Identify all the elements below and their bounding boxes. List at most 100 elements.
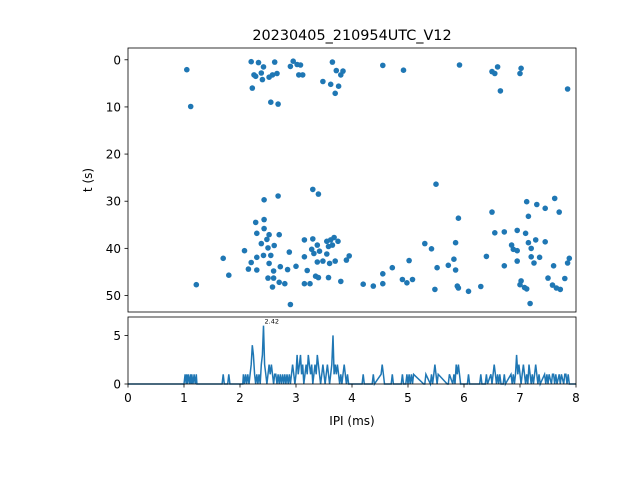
scatter-point	[271, 242, 278, 249]
scatter-point	[335, 83, 342, 89]
scatter-point	[320, 78, 326, 85]
scatter-point	[489, 209, 495, 215]
x-tick-label: 4	[348, 391, 356, 405]
scatter-point	[287, 63, 294, 70]
y-tick-label: 50	[106, 289, 121, 303]
scatter-point	[296, 72, 302, 78]
scatter-point	[404, 280, 410, 286]
scatter-point	[248, 259, 254, 266]
scatter-point	[271, 59, 278, 65]
scatter-point	[545, 275, 551, 281]
scatter-point	[432, 286, 438, 293]
scatter-point	[501, 263, 508, 269]
scatter-point	[550, 263, 557, 269]
x-tick-label: 7	[516, 391, 524, 405]
scatter-point	[399, 276, 406, 283]
scatter-point	[270, 268, 277, 274]
scatter-point	[455, 285, 462, 291]
scatter-point	[406, 257, 412, 264]
scatter-point	[297, 62, 304, 68]
scatter-point	[389, 264, 396, 271]
scatter-point	[253, 230, 260, 237]
scatter-point	[275, 101, 281, 107]
scatter-point	[255, 59, 262, 66]
scatter-point	[329, 242, 336, 248]
scatter-point	[370, 283, 377, 289]
scatter-point	[542, 239, 548, 245]
scatter-point	[252, 219, 259, 226]
scatter-point	[534, 201, 540, 208]
scatter-point	[299, 72, 306, 78]
scatter-point	[332, 258, 339, 264]
scatter-point	[518, 65, 524, 72]
scatter-point	[564, 86, 571, 92]
scatter-point	[265, 275, 271, 281]
scatter-point	[478, 283, 484, 290]
scatter-point	[304, 267, 311, 274]
scatter-point	[284, 266, 291, 273]
scatter-point	[329, 59, 336, 65]
scatter-point	[260, 252, 267, 259]
scatter-point	[320, 258, 326, 264]
scatter-point	[261, 225, 267, 232]
scatter-point	[409, 276, 416, 283]
scatter-point	[310, 236, 316, 242]
scatter-point	[282, 280, 288, 287]
scatter-point	[268, 252, 274, 259]
y-tick-label: 0	[113, 378, 121, 392]
scatter-point	[532, 237, 539, 243]
scatter-point	[324, 251, 330, 257]
scatter-point	[549, 282, 556, 288]
scatter-point	[428, 246, 435, 252]
scatter-point	[287, 301, 294, 308]
scatter-point	[343, 257, 350, 263]
scatter-point	[494, 64, 501, 70]
scatter-point	[286, 249, 293, 255]
scatter-point	[293, 263, 299, 270]
scatter-point	[522, 230, 529, 237]
chart-title: 20230405_210954UTC_V12	[252, 28, 451, 44]
scatter-point	[564, 260, 571, 266]
scatter-point	[360, 281, 367, 288]
scatter-point	[261, 197, 267, 203]
scatter-point	[517, 70, 523, 77]
x-tick-label: 0	[124, 391, 132, 405]
scatter-point	[566, 255, 573, 262]
scatter-point	[269, 72, 276, 78]
scatter-point	[325, 274, 332, 281]
scatter-point	[335, 238, 341, 245]
scatter-point	[270, 275, 277, 281]
scatter-point	[315, 274, 322, 281]
scatter-point	[551, 195, 558, 202]
scatter-point	[331, 234, 337, 241]
scatter-point	[451, 256, 457, 263]
scatter-point	[268, 99, 274, 105]
top-y-axis-label: t (s)	[81, 168, 95, 192]
scatter-point	[266, 231, 272, 238]
y-tick-label: 0	[113, 53, 121, 67]
scatter-point	[276, 231, 283, 238]
scatter-point	[253, 254, 260, 261]
scatter-point	[492, 230, 498, 236]
scatter-point	[277, 263, 284, 270]
scatter-point	[528, 245, 534, 252]
scatter-point	[492, 70, 498, 77]
x-tick-label: 6	[460, 391, 468, 405]
scatter-point	[258, 240, 265, 247]
scatter-point	[501, 229, 508, 235]
scatter-point	[241, 247, 248, 254]
scatter-point	[301, 237, 308, 243]
scatter-point	[301, 280, 308, 287]
scatter-point	[514, 227, 520, 234]
scatter-point	[525, 239, 532, 246]
scatter-point	[527, 300, 533, 307]
scatter-point	[333, 67, 340, 74]
scatter-point	[259, 76, 266, 83]
scatter-point	[556, 209, 562, 215]
scatter-point	[220, 255, 226, 262]
scatter-point	[314, 259, 321, 265]
scatter-point	[316, 248, 323, 254]
scatter-point	[265, 245, 271, 251]
